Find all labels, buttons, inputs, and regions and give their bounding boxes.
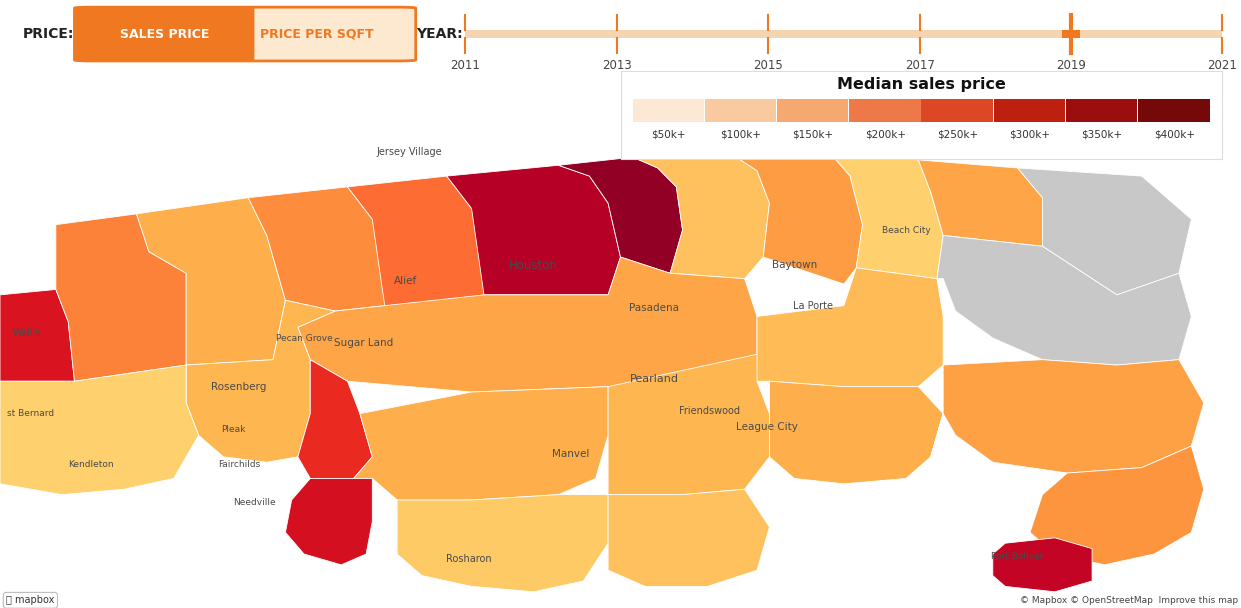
Polygon shape (558, 157, 683, 273)
Polygon shape (732, 154, 862, 284)
Polygon shape (937, 235, 1191, 365)
Polygon shape (248, 187, 397, 311)
Polygon shape (0, 365, 199, 495)
Bar (1066, 99, 1138, 122)
Text: 2011: 2011 (450, 59, 480, 72)
Bar (1138, 99, 1210, 122)
Bar (705, 99, 777, 122)
Text: Beach City: Beach City (881, 226, 931, 235)
Text: Needville: Needville (233, 498, 276, 507)
Text: $150k+: $150k+ (793, 130, 834, 139)
Polygon shape (831, 154, 943, 278)
Text: st Bernard: st Bernard (7, 409, 55, 418)
Text: Median sales price: Median sales price (836, 77, 1006, 92)
Bar (994, 99, 1065, 122)
Text: Rosharon: Rosharon (447, 554, 491, 564)
Polygon shape (1018, 168, 1191, 295)
Text: Pecan Grove: Pecan Grove (276, 334, 333, 342)
Polygon shape (633, 154, 769, 278)
Text: Alief: Alief (395, 277, 417, 286)
Text: 2013: 2013 (602, 59, 632, 72)
Bar (777, 99, 849, 122)
Text: Kendleton: Kendleton (68, 460, 113, 469)
Text: Jersey Village: Jersey Village (377, 147, 442, 157)
Text: $200k+: $200k+ (865, 130, 906, 139)
Text: La Porte: La Porte (793, 300, 833, 311)
Polygon shape (354, 387, 608, 500)
Text: League City: League City (736, 422, 798, 432)
Bar (633, 99, 704, 122)
Polygon shape (608, 489, 769, 586)
Polygon shape (447, 165, 620, 295)
Text: 2017: 2017 (905, 59, 934, 72)
Text: $400k+: $400k+ (1154, 130, 1195, 139)
Polygon shape (56, 214, 186, 381)
Text: 2021: 2021 (1207, 59, 1237, 72)
Text: YEAR:: YEAR: (416, 27, 463, 41)
Text: Pearland: Pearland (629, 373, 679, 384)
Polygon shape (608, 354, 769, 495)
Bar (223, 8, 238, 60)
Polygon shape (0, 289, 74, 381)
Text: $300k+: $300k+ (1009, 130, 1050, 139)
Text: SALES PRICE: SALES PRICE (119, 27, 210, 41)
Text: Wallis: Wallis (14, 328, 41, 337)
FancyBboxPatch shape (74, 7, 254, 61)
Bar (849, 99, 921, 122)
FancyBboxPatch shape (74, 7, 416, 61)
Text: Rosenberg: Rosenberg (211, 382, 266, 392)
Polygon shape (397, 495, 608, 592)
Text: PRICE:: PRICE: (22, 27, 73, 41)
Polygon shape (993, 538, 1092, 592)
Text: © Mapbox © OpenStreetMap  Improve this map: © Mapbox © OpenStreetMap Improve this ma… (1020, 596, 1239, 606)
Text: 2019: 2019 (1056, 59, 1086, 72)
Polygon shape (298, 257, 757, 392)
Polygon shape (298, 360, 372, 478)
Polygon shape (186, 300, 335, 462)
Polygon shape (1030, 446, 1204, 565)
Text: $350k+: $350k+ (1081, 130, 1123, 139)
Text: Houston: Houston (509, 258, 558, 272)
Polygon shape (347, 176, 496, 306)
Text: Friendswood: Friendswood (679, 406, 741, 416)
Text: $250k+: $250k+ (937, 130, 978, 139)
Text: $50k+: $50k+ (652, 130, 686, 139)
Bar (1062, 30, 1080, 38)
Text: Pasadena: Pasadena (629, 303, 679, 313)
Text: 2015: 2015 (753, 59, 783, 72)
Text: Sugar Land: Sugar Land (334, 339, 393, 348)
Bar (921, 99, 993, 122)
Text: PRICE PER SQFT: PRICE PER SQFT (259, 27, 374, 41)
Text: Fairchilds: Fairchilds (218, 460, 261, 469)
Text: Ⓜ mapbox: Ⓜ mapbox (6, 595, 55, 606)
Text: $100k+: $100k+ (720, 130, 762, 139)
Bar (465, 30, 1222, 38)
Text: Baytown: Baytown (772, 260, 817, 270)
Polygon shape (285, 478, 372, 565)
Polygon shape (769, 381, 943, 484)
Text: Port Bolivar: Port Bolivar (992, 552, 1044, 561)
Polygon shape (732, 268, 943, 387)
Text: Pleak: Pleak (221, 426, 246, 434)
Polygon shape (918, 160, 1042, 246)
Text: Manvel: Manvel (552, 449, 589, 459)
Polygon shape (137, 198, 285, 365)
Polygon shape (931, 360, 1204, 473)
